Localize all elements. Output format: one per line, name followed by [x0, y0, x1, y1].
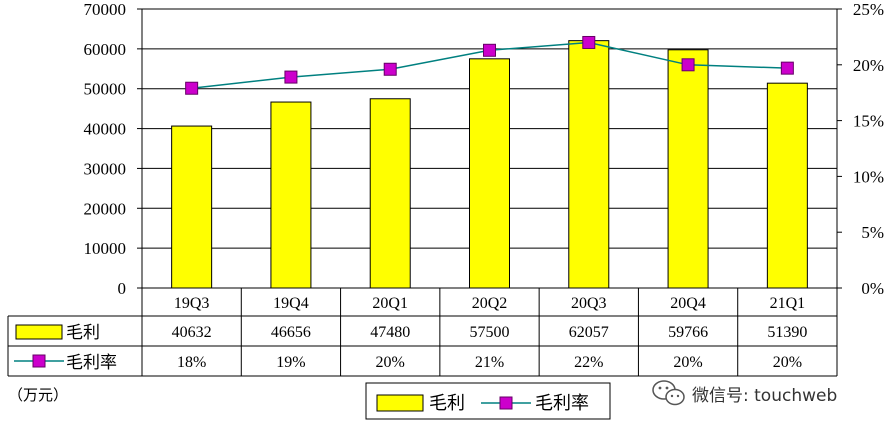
table-cell: 20% [773, 354, 802, 371]
table-row-label-gross-profit: 毛利 [66, 323, 100, 343]
table-cell: 18% [177, 354, 206, 371]
legend-line-label: 毛利率 [535, 393, 589, 414]
left-tick-label: 40000 [84, 120, 127, 139]
legend-bar-swatch [376, 394, 424, 412]
legend-bar-label: 毛利 [429, 393, 465, 414]
watermark: 微信号: touchweb [652, 380, 837, 406]
left-axis-ticks: 0 10000 20000 30000 40000 50000 60000 70000 [84, 0, 142, 298]
table-line-marker [32, 354, 46, 368]
wechat-icon [652, 380, 685, 406]
legend: 毛利 毛利率 [365, 382, 611, 420]
rate-marker-19Q3 [185, 81, 199, 95]
table-cell: 40632 [172, 324, 212, 341]
unit-label: （万元） [8, 386, 68, 404]
category-label: 19Q4 [273, 295, 309, 312]
bar-20Q2 [469, 58, 510, 289]
rate-marker-20Q4 [681, 58, 695, 72]
table-cell: 46656 [271, 324, 311, 341]
rate-marker-21Q1 [780, 61, 794, 75]
table-cell: 62057 [569, 324, 609, 341]
right-tick-label: 10% [853, 167, 884, 186]
left-tick-label: 70000 [84, 0, 127, 19]
left-tick-label: 20000 [84, 199, 127, 218]
left-tick-label: 50000 [84, 80, 127, 99]
rate-line-layer [185, 35, 794, 95]
right-tick-label: 15% [853, 112, 884, 131]
rate-marker-19Q4 [284, 70, 298, 84]
category-label: 19Q3 [174, 295, 210, 312]
rate-marker-20Q2 [483, 43, 496, 57]
category-label: 20Q2 [472, 295, 508, 312]
rate-marker-20Q1 [383, 62, 397, 76]
data-table: 19Q3 19Q4 20Q1 20Q2 20Q3 20Q4 21Q1 毛利 40632 46656… [7, 287, 838, 377]
table-cell: 51390 [767, 324, 807, 341]
bar-19Q3 [171, 125, 213, 289]
table-cell: 21% [475, 354, 504, 371]
category-label: 20Q1 [372, 295, 408, 312]
table-cell: 19% [276, 354, 305, 371]
bar-19Q4 [270, 101, 312, 289]
left-tick-label: 10000 [84, 239, 127, 258]
watermark-text: 微信号: touchweb [692, 386, 837, 406]
category-label: 20Q4 [670, 295, 706, 312]
table-cell: 47480 [370, 324, 410, 341]
right-axis-ticks: 0% 5% 10% 15% 20% 25% [837, 0, 884, 298]
category-label: 21Q1 [770, 295, 806, 312]
table-row-label-gross-margin: 毛利率 [66, 353, 117, 373]
table-cell: 20% [673, 354, 702, 371]
right-tick-label: 0% [861, 279, 884, 298]
category-label: 20Q3 [571, 295, 607, 312]
rate-marker-20Q3 [582, 35, 596, 49]
bar-20Q4 [667, 49, 709, 289]
left-tick-label: 60000 [84, 40, 127, 59]
bar-20Q1 [369, 98, 411, 289]
right-tick-label: 25% [853, 0, 884, 19]
left-tick-label: 30000 [84, 159, 127, 178]
legend-line-marker [499, 396, 513, 410]
table-cell: 22% [574, 354, 603, 371]
bar-21Q1 [766, 82, 808, 289]
right-tick-label: 5% [861, 223, 884, 242]
table-cell: 57500 [470, 324, 510, 341]
bars [171, 40, 808, 289]
bar-20Q3 [568, 40, 610, 289]
right-tick-label: 20% [853, 56, 884, 75]
table-bar-swatch [15, 324, 63, 340]
table-cell: 20% [376, 354, 405, 371]
left-tick-label: 0 [118, 279, 127, 298]
table-cell: 59766 [668, 324, 708, 341]
